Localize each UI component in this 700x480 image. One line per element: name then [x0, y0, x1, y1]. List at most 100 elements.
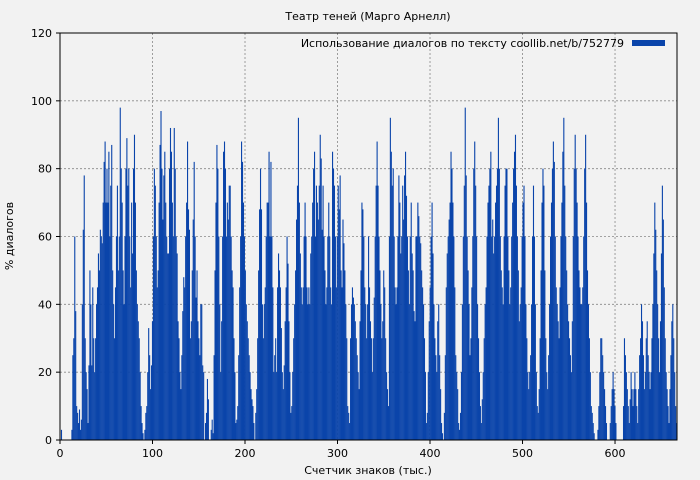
bar	[441, 423, 443, 440]
bar	[294, 304, 296, 440]
bar	[425, 423, 427, 440]
bar	[527, 372, 529, 440]
bar	[652, 304, 654, 440]
bar	[264, 287, 266, 441]
bar	[364, 287, 366, 441]
bar	[368, 236, 370, 440]
bar	[588, 338, 590, 440]
bar	[276, 372, 278, 440]
bar	[80, 419, 82, 440]
bar	[354, 321, 356, 440]
bar	[320, 158, 322, 441]
bar	[624, 355, 626, 440]
bar	[215, 202, 217, 440]
bar	[511, 236, 513, 440]
bar	[535, 372, 537, 440]
bar	[95, 338, 97, 440]
bar	[262, 338, 264, 440]
bar	[386, 389, 389, 441]
bar	[205, 412, 208, 440]
bar	[460, 372, 463, 440]
bar	[97, 253, 100, 440]
bar	[353, 304, 355, 440]
bar	[165, 202, 167, 440]
bar	[464, 107, 466, 441]
bar	[289, 372, 291, 440]
bar	[200, 304, 202, 440]
bar	[453, 236, 455, 440]
bar	[287, 263, 289, 440]
bar	[93, 338, 95, 440]
bar	[89, 270, 91, 440]
bar	[602, 355, 604, 440]
bar	[662, 219, 664, 440]
bar	[217, 168, 219, 441]
bar	[72, 355, 74, 440]
bar	[395, 304, 397, 440]
bar	[125, 168, 127, 441]
bar	[461, 304, 463, 440]
bar	[444, 355, 446, 440]
bar	[307, 304, 309, 440]
bar	[151, 321, 154, 440]
bar	[214, 270, 216, 440]
bar	[432, 253, 434, 440]
bar	[357, 372, 359, 440]
bar	[533, 236, 535, 440]
y-tick-label: 0	[45, 434, 52, 447]
bar	[443, 412, 445, 440]
bar	[393, 236, 395, 440]
bar	[149, 355, 151, 440]
bar	[96, 304, 98, 440]
bar	[590, 406, 592, 440]
bar	[144, 429, 146, 440]
bar	[611, 389, 613, 441]
bar	[285, 287, 287, 441]
bar	[308, 287, 310, 441]
bar	[362, 209, 364, 440]
bar	[380, 304, 382, 440]
bar	[515, 185, 517, 441]
bar	[116, 185, 118, 441]
y-tick-label: 120	[31, 27, 52, 40]
bar	[567, 304, 569, 440]
bar	[671, 321, 673, 440]
bar	[480, 423, 482, 440]
bar	[482, 372, 484, 440]
bar	[488, 185, 490, 441]
bar	[499, 236, 501, 440]
bar	[350, 338, 352, 440]
bar	[506, 168, 508, 441]
bar	[557, 321, 559, 440]
bar	[641, 321, 644, 440]
bar	[207, 399, 209, 440]
bar	[328, 202, 330, 440]
bar	[176, 253, 178, 440]
bar	[554, 236, 556, 440]
bar	[605, 423, 608, 440]
bar	[286, 236, 288, 440]
bar	[119, 107, 121, 441]
bar	[309, 304, 311, 440]
bar	[666, 389, 668, 441]
bar	[578, 270, 580, 440]
bar	[569, 355, 571, 440]
bar	[389, 117, 391, 440]
bar	[439, 355, 441, 440]
bar	[659, 321, 662, 440]
bar	[531, 236, 534, 440]
bar	[98, 270, 100, 440]
bar	[292, 372, 294, 440]
bar	[647, 355, 649, 440]
bar	[434, 338, 436, 440]
bar	[342, 219, 344, 440]
bar	[126, 138, 128, 440]
bar	[487, 202, 489, 440]
bar	[404, 151, 407, 440]
bar	[656, 270, 658, 440]
bar	[396, 287, 398, 441]
bar	[223, 141, 226, 440]
bar	[410, 202, 412, 440]
bar	[197, 321, 199, 440]
